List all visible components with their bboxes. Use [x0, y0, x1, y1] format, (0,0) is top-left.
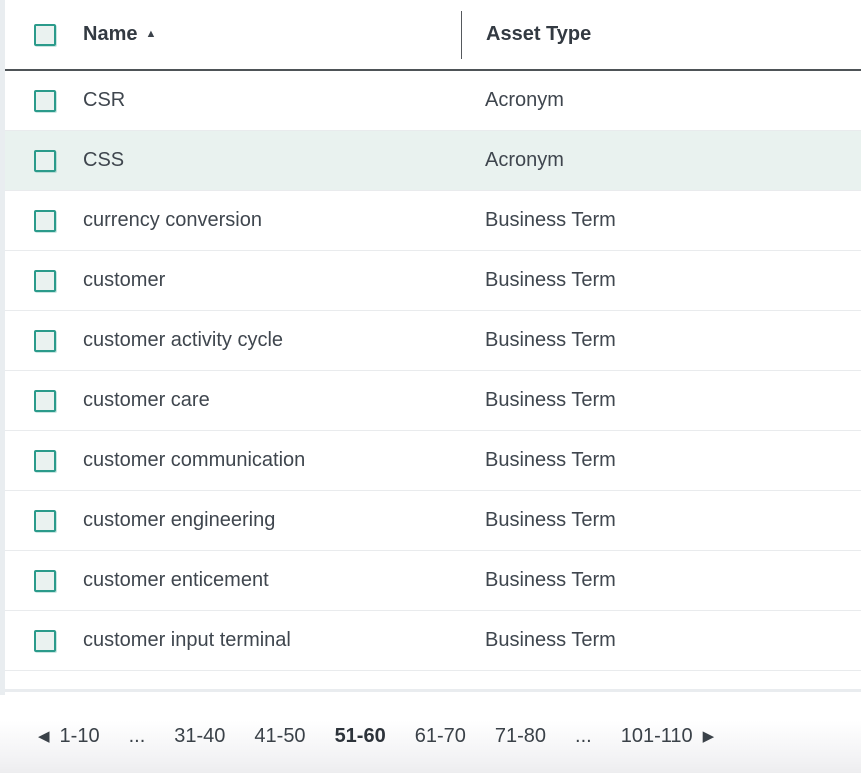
table-row[interactable]: customer communication Business Term	[5, 431, 861, 491]
row-checkbox[interactable]	[34, 449, 56, 472]
row-check-cell	[5, 269, 83, 292]
pagination-next-icon[interactable]: ▶	[702, 728, 715, 745]
row-checkbox[interactable]	[34, 329, 56, 352]
row-check-cell	[5, 149, 83, 172]
asset-type: Business Term	[485, 629, 616, 651]
sort-ascending-icon: ▲	[145, 27, 157, 40]
asset-name[interactable]: customer activity cycle	[83, 329, 284, 351]
table-row[interactable]: customer enticement Business Term	[5, 551, 861, 611]
asset-name[interactable]: customer	[83, 269, 166, 291]
pagination-bar: ◀ 1-10 ... 31-40 41-50 51-60 61-70 71-80…	[0, 692, 861, 773]
table-header: Name ▲ Asset Type	[5, 0, 861, 71]
pagination-page[interactable]: 31-40	[174, 725, 226, 747]
column-header-asset-type[interactable]: Asset Type	[461, 10, 861, 59]
row-checkbox[interactable]	[34, 149, 56, 172]
select-all-checkbox[interactable]	[34, 23, 56, 46]
pagination-page[interactable]: 41-50	[254, 725, 306, 747]
asset-type: Business Term	[485, 389, 616, 411]
asset-name[interactable]: customer input terminal	[83, 629, 291, 651]
row-checkbox[interactable]	[34, 269, 56, 292]
asset-type: Business Term	[485, 209, 616, 231]
table-row[interactable]: customer engineering Business Term	[5, 491, 861, 551]
asset-name[interactable]: customer care	[83, 389, 210, 411]
asset-name[interactable]: CSS	[83, 149, 125, 171]
asset-type: Acronym	[485, 89, 564, 111]
asset-name[interactable]: customer enticement	[83, 569, 269, 591]
row-checkbox[interactable]	[34, 509, 56, 532]
row-check-cell	[5, 569, 83, 592]
asset-type: Business Term	[485, 569, 616, 591]
pagination-prev-icon[interactable]: ◀	[38, 728, 50, 745]
row-check-cell	[5, 209, 83, 232]
asset-name[interactable]: customer engineering	[83, 509, 276, 531]
row-checkbox[interactable]	[34, 389, 56, 412]
asset-name[interactable]: CSR	[83, 89, 126, 111]
table-row[interactable]: customer activity cycle Business Term	[5, 311, 861, 371]
asset-type: Acronym	[485, 149, 564, 171]
row-check-cell	[5, 329, 83, 352]
column-header-asset-type-label: Asset Type	[486, 23, 592, 45]
table-row[interactable]: customer care Business Term	[5, 371, 861, 431]
pagination-page[interactable]: 71-80	[494, 725, 547, 747]
pagination-ellipsis[interactable]: ...	[575, 725, 592, 747]
asset-name[interactable]: customer communication	[83, 449, 306, 471]
row-check-cell	[5, 449, 83, 472]
row-check-cell	[5, 509, 83, 532]
asset-type: Business Term	[485, 269, 616, 291]
pagination-page[interactable]: 1-10	[59, 725, 100, 747]
pagination-page[interactable]: 61-70	[414, 725, 466, 747]
asset-type: Business Term	[485, 449, 616, 471]
asset-type: Business Term	[485, 329, 616, 351]
row-checkbox[interactable]	[34, 209, 56, 232]
row-check-cell	[5, 89, 83, 112]
row-checkbox[interactable]	[34, 629, 56, 652]
row-checkbox[interactable]	[34, 569, 56, 592]
row-check-cell	[5, 629, 83, 652]
page-edge	[0, 0, 5, 695]
pagination-ellipsis[interactable]: ...	[128, 725, 146, 747]
table-row[interactable]: currency conversion Business Term	[5, 191, 861, 251]
table-row[interactable]: customer Business Term	[5, 251, 861, 311]
footer-divider	[0, 689, 861, 692]
table-row[interactable]: CSR Acronym	[5, 71, 861, 131]
asset-type: Business Term	[485, 509, 616, 531]
pagination-page-current[interactable]: 51-60	[334, 725, 386, 747]
row-check-cell	[5, 389, 83, 412]
select-all-cell	[5, 23, 83, 46]
row-checkbox[interactable]	[34, 89, 56, 112]
column-header-name[interactable]: Name ▲	[83, 23, 461, 46]
table-row[interactable]: customer input terminal Business Term	[5, 611, 861, 671]
table-row[interactable]: CSS Acronym	[5, 131, 861, 191]
pagination-page[interactable]: 101-110	[620, 725, 693, 747]
asset-name[interactable]: currency conversion	[83, 209, 262, 231]
column-header-name-label: Name	[83, 23, 138, 45]
table-bottom-gap	[5, 671, 861, 689]
